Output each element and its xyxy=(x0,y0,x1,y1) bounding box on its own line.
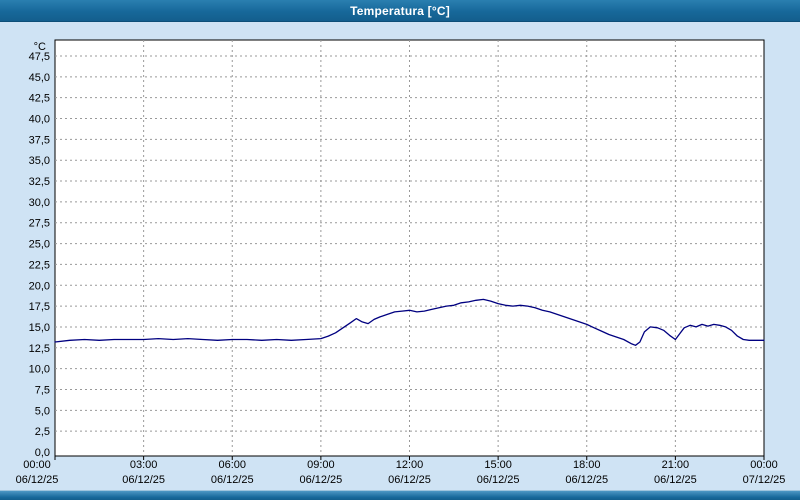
svg-text:37,5: 37,5 xyxy=(29,134,50,146)
window-title: Temperatura [°C] xyxy=(350,3,450,18)
svg-text:7,5: 7,5 xyxy=(35,384,50,396)
svg-text:20,0: 20,0 xyxy=(29,280,50,292)
svg-text:07/12/25: 07/12/25 xyxy=(743,474,786,486)
chart-area: 0,0 2,5 5,0 7,5 10,0 12,5 15,0 17,5 20,0 22,5 25,0… xyxy=(0,22,800,490)
svg-text:25,0: 25,0 xyxy=(29,239,50,251)
svg-text:40,0: 40,0 xyxy=(29,114,50,126)
svg-text:42,5: 42,5 xyxy=(29,93,50,105)
svg-text:5,0: 5,0 xyxy=(35,405,50,417)
svg-text:32,5: 32,5 xyxy=(29,176,50,188)
y-axis-unit-label: °C xyxy=(34,41,46,53)
svg-text:2,5: 2,5 xyxy=(35,426,50,438)
svg-text:00:00: 00:00 xyxy=(750,459,778,471)
grid-lines xyxy=(55,40,764,456)
svg-text:06/12/25: 06/12/25 xyxy=(388,474,431,486)
svg-text:35,0: 35,0 xyxy=(29,155,50,167)
svg-text:47,5: 47,5 xyxy=(29,51,50,63)
svg-text:15:00: 15:00 xyxy=(484,459,512,471)
svg-text:06/12/25: 06/12/25 xyxy=(122,474,165,486)
axis-ticks xyxy=(54,456,765,460)
svg-text:10,0: 10,0 xyxy=(29,364,50,376)
svg-text:21:00: 21:00 xyxy=(662,459,690,471)
svg-text:06/12/25: 06/12/25 xyxy=(299,474,342,486)
svg-text:06/12/25: 06/12/25 xyxy=(16,474,59,486)
temperature-chart: 0,0 2,5 5,0 7,5 10,0 12,5 15,0 17,5 20,0 22,5 25,0… xyxy=(16,39,786,486)
x-axis-labels: 00:00 06/12/25 03:00 06/12/25 06:00 06/12/25 0… xyxy=(16,459,786,486)
svg-text:30,0: 30,0 xyxy=(29,197,50,209)
svg-text:06/12/25: 06/12/25 xyxy=(654,474,697,486)
svg-text:15,0: 15,0 xyxy=(29,322,50,334)
svg-text:06/12/25: 06/12/25 xyxy=(211,474,254,486)
svg-text:03:00: 03:00 xyxy=(130,459,158,471)
temperature-line xyxy=(54,298,765,346)
svg-text:12,5: 12,5 xyxy=(29,343,50,355)
svg-text:06:00: 06:00 xyxy=(218,459,246,471)
svg-text:22,5: 22,5 xyxy=(29,259,50,271)
svg-text:27,5: 27,5 xyxy=(29,218,50,230)
svg-text:0,0: 0,0 xyxy=(35,447,50,459)
svg-text:17,5: 17,5 xyxy=(29,301,50,313)
svg-text:45,0: 45,0 xyxy=(29,72,50,84)
window-title-bar: Temperatura [°C] xyxy=(0,0,800,22)
svg-text:09:00: 09:00 xyxy=(307,459,335,471)
bottom-status-bar xyxy=(0,490,800,500)
svg-text:12:00: 12:00 xyxy=(396,459,424,471)
svg-text:18:00: 18:00 xyxy=(573,459,601,471)
plot-background xyxy=(54,39,765,457)
y-axis-labels: 0,0 2,5 5,0 7,5 10,0 12,5 15,0 17,5 20,0 22,5 25,0… xyxy=(29,51,50,459)
svg-text:06/12/25: 06/12/25 xyxy=(565,474,608,486)
svg-text:06/12/25: 06/12/25 xyxy=(477,474,520,486)
svg-text:00:00: 00:00 xyxy=(23,459,51,471)
